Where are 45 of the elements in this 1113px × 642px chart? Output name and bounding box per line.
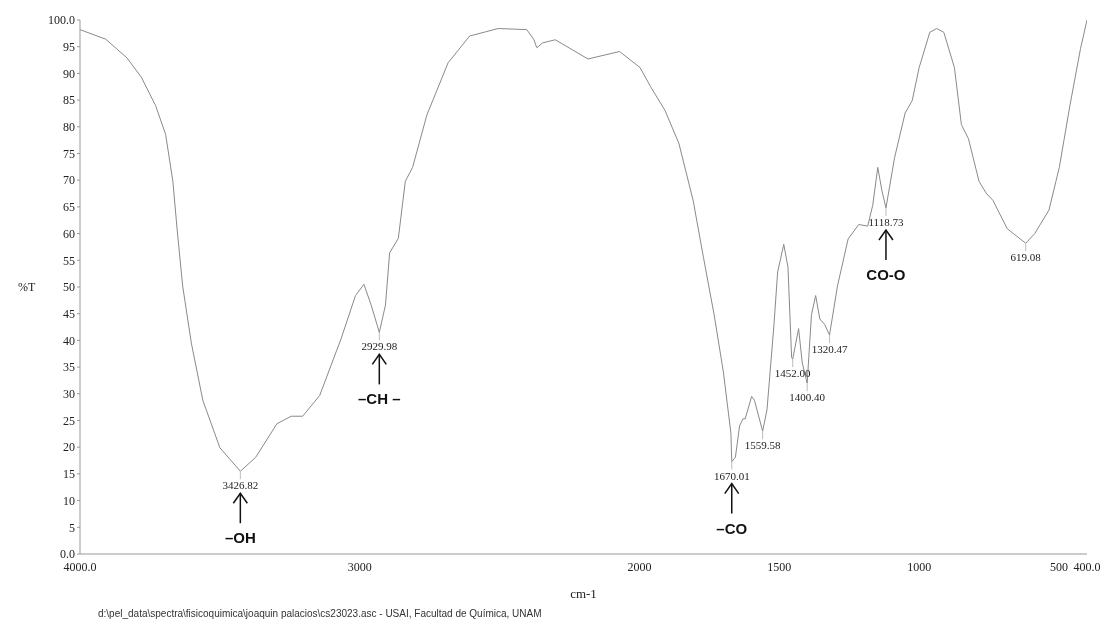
y-tick-label: 75 [63,146,75,161]
x-tick-label: 1500 [767,559,792,574]
line-series [80,20,1087,472]
annotation: –OH [224,529,256,547]
y-tick-label: 45 [63,306,75,321]
x-axis-title: cm-1 [570,586,597,601]
x-tick-label: 1000 [907,559,932,574]
y-tick-label: 15 [63,467,75,482]
y-tick-label: 90 [63,66,75,81]
annotation: –CH – [358,390,401,408]
y-tick-label: 100.0 [48,13,75,28]
x-tick-label: 3000 [347,559,372,574]
y-tick-label: 25 [63,413,75,428]
y-tick-label: 40 [63,333,75,348]
annotation: 1670.01 [713,469,750,482]
y-tick-label: 5 [69,520,75,535]
annotation: 1400.40 [789,391,826,404]
y-tick-label: 55 [63,253,75,268]
annotation: 1320.47 [811,343,848,356]
annotation: 1118.73 [868,215,904,228]
annotation: 619.08 [1010,251,1042,264]
x-tick-label: 500 [1050,559,1069,574]
annotation: 1559.58 [744,439,782,452]
annotation: CO-O [866,265,906,283]
text: d:\pel_data\spectra\fisicoquimica\joaquin palacios\cs23023.asc - USAI, Facultad de Química, UNAM [98,608,543,619]
y-tick-label: 50 [63,280,75,295]
y-tick-label: 70 [63,173,75,188]
y-axis-title: %T [18,280,36,295]
y-tick-label: 0.0 [60,547,75,562]
x-tick-label: 400.0 [1073,559,1101,574]
y-tick-label: 20 [63,440,75,455]
y-tick-label: 35 [63,360,75,375]
y-tick-label: 80 [63,120,75,135]
y-tick-label: 85 [63,93,75,108]
y-tick-label: 30 [63,387,75,402]
annotation: 1452.00 [774,367,812,380]
annotation: 2929.98 [361,340,398,353]
y-tick-label: 95 [63,39,75,54]
y-tick-label: 60 [63,226,75,241]
y-tick-label: 65 [63,200,75,215]
y-tick-label: 10 [63,493,75,508]
x-tick-label: 4000.0 [63,559,97,574]
x-tick-label: 2000 [627,559,652,574]
annotation: –CO [716,519,748,537]
annotation: 3426.82 [222,479,259,492]
